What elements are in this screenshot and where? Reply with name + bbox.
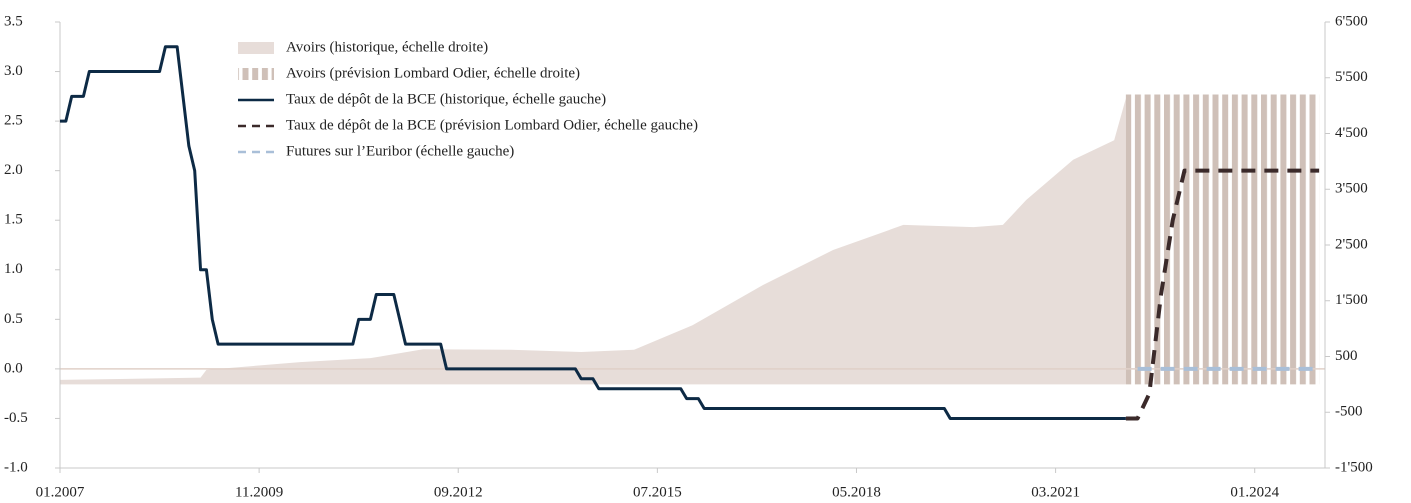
y-tick-label: 0.5 <box>4 311 23 327</box>
y2-tick-label: 1'500 <box>1335 292 1368 308</box>
legend-label: Avoirs (prévision Lombard Odier, échelle… <box>286 65 580 81</box>
area <box>60 98 1126 385</box>
y-tick-label: -0.5 <box>4 410 28 426</box>
y-tick-label: 3.0 <box>4 63 23 79</box>
y2-tick-label: -500 <box>1335 404 1363 420</box>
y-tick-label: 2.0 <box>4 162 23 178</box>
y2-tick-label: 6'500 <box>1335 13 1368 29</box>
x-tick-label: 01.2024 <box>1230 484 1279 500</box>
x-tick-label: 07.2015 <box>633 484 682 500</box>
y-tick-label: 3.5 <box>4 13 23 29</box>
y2-tick-label: 5'500 <box>1335 69 1368 85</box>
legend-label: Taux de dépôt de la BCE (historique, éch… <box>286 91 606 107</box>
legend-swatch <box>238 42 274 54</box>
x-tick-label: 05.2018 <box>832 484 881 500</box>
x-tick-label: 01.2007 <box>36 484 85 500</box>
legend-label: Taux de dépôt de la BCE (prévision Lomba… <box>286 117 698 133</box>
y2-tick-label: 500 <box>1335 348 1358 364</box>
y2-tick-label: -1'500 <box>1335 459 1373 475</box>
y2-tick-label: 4'500 <box>1335 125 1368 141</box>
y2-tick-label: 2'500 <box>1335 236 1368 252</box>
y-tick-label: -1.0 <box>4 459 28 475</box>
striped-area <box>1125 94 1320 385</box>
y-tick-label: 1.5 <box>4 212 23 228</box>
line-solid <box>60 45 1126 420</box>
x-tick-label: 03.2021 <box>1031 484 1080 500</box>
legend-label: Avoirs (historique, échelle droite) <box>286 39 488 55</box>
x-tick-label: 11.2009 <box>235 484 283 500</box>
legend-swatch <box>238 68 274 80</box>
y-tick-label: 0.0 <box>4 360 23 376</box>
line-dashed <box>1125 168 1320 421</box>
y-tick-label: 2.5 <box>4 113 23 129</box>
legend-label: Futures sur l’Euribor (échelle gauche) <box>286 143 514 159</box>
x-tick-label: 09.2012 <box>434 484 483 500</box>
y2-tick-label: 3'500 <box>1335 181 1368 197</box>
y-tick-label: 1.0 <box>4 261 23 277</box>
